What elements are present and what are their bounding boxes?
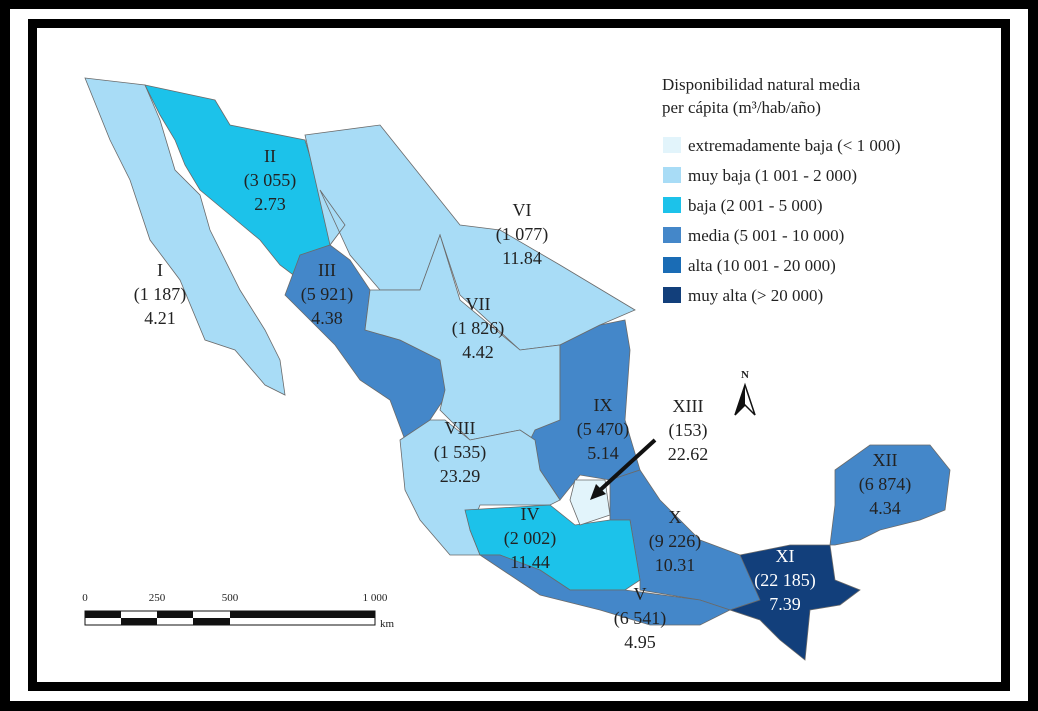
legend-swatch: [663, 287, 681, 303]
scale-unit: km: [380, 618, 395, 630]
legend-label: muy alta (> 20 000): [688, 286, 823, 305]
region-label: (6 874): [859, 474, 912, 495]
scale-tick-label: 0: [82, 592, 88, 604]
legend-swatch: [663, 227, 681, 243]
legend-swatch: [663, 137, 681, 153]
north-label: N: [741, 369, 749, 381]
region-label: (5 921): [301, 284, 354, 305]
region-label: 22.62: [668, 444, 709, 464]
legend-label: media (5 001 - 10 000): [688, 226, 844, 245]
legend: Disponibilidad natural media per cápita …: [662, 75, 901, 305]
region-label: VII: [466, 294, 491, 314]
scale-segment: [193, 618, 230, 625]
region-label: (1 187): [134, 284, 187, 305]
region-label: 11.84: [502, 248, 542, 268]
region-label: (6 541): [614, 608, 667, 629]
region-shape: [84, 77, 286, 396]
region-label: (153): [669, 420, 708, 441]
scale-tick-label: 500: [222, 592, 239, 604]
legend-label: baja (2 001 - 5 000): [688, 196, 823, 215]
legend-swatch: [663, 257, 681, 273]
regions: [84, 77, 951, 661]
region-label: (5 470): [577, 419, 630, 440]
scale-segment: [121, 618, 157, 625]
region-label: 4.34: [869, 498, 901, 518]
region-label: III: [318, 260, 336, 280]
region-label: VI: [513, 200, 532, 220]
region-label: (1 077): [496, 224, 549, 245]
legend-title: Disponibilidad natural media: [662, 75, 861, 94]
region-label: (1 826): [452, 318, 505, 339]
region-label: IX: [594, 395, 613, 415]
region-label: 5.14: [587, 443, 619, 463]
legend-label: alta (10 001 - 20 000): [688, 256, 836, 275]
region-label: VIII: [445, 418, 476, 438]
region-label: (2 002): [504, 528, 557, 549]
region-label: 4.21: [144, 308, 176, 328]
scale-segment: [230, 611, 375, 618]
region-label: XII: [873, 450, 898, 470]
region-label: 4.38: [311, 308, 343, 328]
scale-segment: [85, 611, 121, 618]
region-shape: [829, 444, 951, 546]
region-label: 11.44: [510, 552, 550, 572]
scale-segment: [157, 611, 193, 618]
region-label: 10.31: [655, 555, 696, 575]
north-arrow: N: [734, 369, 756, 416]
region-label: 23.29: [440, 466, 481, 486]
region-label: (9 226): [649, 531, 702, 552]
region-label: (22 185): [754, 570, 816, 591]
region-label: V: [634, 584, 647, 604]
legend-title: per cápita (m³/hab/año): [662, 98, 821, 117]
region-label: XIII: [673, 396, 704, 416]
legend-label: muy baja (1 001 - 2 000): [688, 166, 857, 185]
region-label: (3 055): [244, 170, 297, 191]
scale-tick-label: 1 000: [363, 592, 388, 604]
pointer-arrow-head: [590, 484, 606, 500]
region-shape: [478, 554, 732, 626]
region-label: II: [264, 146, 276, 166]
region-label: XI: [776, 546, 795, 566]
pointer-arrow: [596, 438, 657, 494]
legend-entries: extremadamente baja (< 1 000) muy baja (1…: [663, 136, 901, 305]
region-label: IV: [521, 504, 540, 524]
scale-tick-label: 250: [149, 592, 166, 604]
region-label: 4.95: [624, 632, 656, 652]
legend-swatch: [663, 167, 681, 183]
region-label: I: [157, 260, 163, 280]
legend-swatch: [663, 197, 681, 213]
north-symbol: [735, 385, 745, 415]
region-shape: [529, 319, 641, 501]
region-label: 2.73: [254, 194, 286, 214]
legend-label: extremadamente baja (< 1 000): [688, 136, 901, 155]
region-shape: [399, 419, 561, 556]
region-label: 4.42: [462, 342, 494, 362]
region-label: (1 535): [434, 442, 487, 463]
scale-bar: 0 250 500 1 000 km: [82, 592, 394, 630]
region-label: 7.39: [769, 594, 801, 614]
region-labels: I (1 187) 4.21 II (3 055) 2.73 III (5 921) 4.38 I…: [134, 146, 912, 652]
region-label: X: [669, 507, 682, 527]
region-shape: [284, 244, 451, 441]
